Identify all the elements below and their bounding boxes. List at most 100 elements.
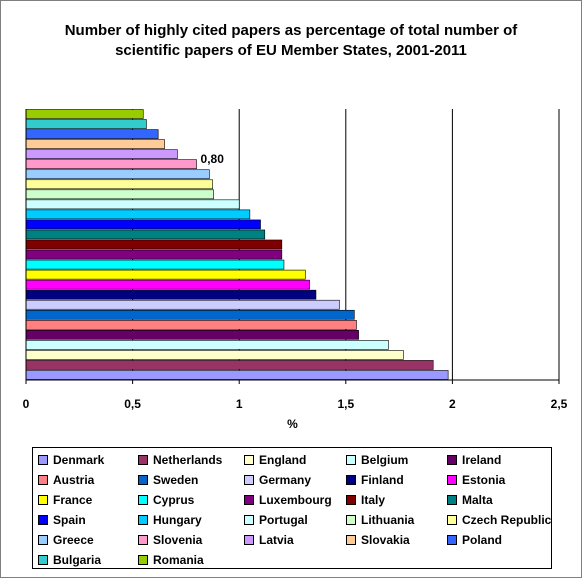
legend-swatch xyxy=(244,495,254,505)
legend-item: Belgium xyxy=(346,450,408,470)
legend-swatch xyxy=(346,455,356,465)
legend-item: Lithuania xyxy=(346,510,414,530)
legend-label: Cyprus xyxy=(153,493,195,507)
x-axis-label: % xyxy=(287,417,298,431)
legend-label: Latvia xyxy=(259,533,294,547)
bar-slovakia xyxy=(25,139,165,149)
bar-slovenia xyxy=(25,159,197,170)
data-label: 0,80 xyxy=(201,152,225,166)
legend-item: Luxembourg xyxy=(244,490,332,510)
legend-label: Italy xyxy=(361,493,386,507)
legend-swatch xyxy=(346,535,356,545)
legend-label: Sweden xyxy=(153,473,199,487)
legend-label: Spain xyxy=(53,513,86,527)
legend-item: Netherlands xyxy=(138,450,222,470)
legend-label: Germany xyxy=(259,473,312,487)
legend-swatch xyxy=(38,535,48,545)
bar-estonia xyxy=(25,279,310,290)
legend-swatch xyxy=(38,515,48,525)
legend-label: Austria xyxy=(53,473,95,487)
legend-label: Netherlands xyxy=(153,453,223,467)
legend-swatch xyxy=(447,475,457,485)
bar-sweden xyxy=(25,309,355,320)
legend-swatch xyxy=(244,535,254,545)
legend-item: Slovakia xyxy=(346,530,410,550)
legend-swatch xyxy=(38,455,48,465)
x-tick-label: 0,5 xyxy=(124,397,141,411)
legend-swatch xyxy=(138,535,148,545)
legend-item: Ireland xyxy=(447,450,501,470)
legend-item: Austria xyxy=(38,470,94,490)
bar-romania xyxy=(25,109,144,119)
bar-ireland xyxy=(25,330,359,340)
bar-chart: 0,80 0 0,5 1 1,5 2 2,5% xyxy=(23,109,568,431)
legend-swatch xyxy=(38,495,48,505)
legend-label: Bulgaria xyxy=(53,553,102,567)
bar-netherlands xyxy=(25,360,434,370)
legend-swatch xyxy=(244,455,254,465)
bar-england xyxy=(25,350,404,360)
legend-label: Malta xyxy=(462,493,493,507)
legend-item: England xyxy=(244,450,306,470)
legend-swatch xyxy=(346,475,356,485)
x-tick-label: 0 xyxy=(23,397,30,411)
legend-item: Portugal xyxy=(244,510,308,530)
x-tick-label: 2,5 xyxy=(551,397,568,411)
chart-title: Number of highly cited papers as percent… xyxy=(64,22,518,59)
legend-label: France xyxy=(53,493,93,507)
legend: Denmark Netherlands England Belgium Ireland A… xyxy=(32,447,552,569)
legend-item: Romania xyxy=(138,550,204,570)
legend-swatch xyxy=(447,455,457,465)
bar-latvia xyxy=(25,149,178,159)
legend-label: Finland xyxy=(361,473,404,487)
x-tick-label: 2 xyxy=(449,397,456,411)
legend-label: Ireland xyxy=(462,453,502,467)
legend-label: Denmark xyxy=(53,453,105,467)
legend-swatch xyxy=(138,555,148,565)
legend-item: Poland xyxy=(447,530,502,550)
legend-item: Estonia xyxy=(447,470,505,490)
bar-belgium xyxy=(25,340,389,350)
legend-item: Hungary xyxy=(138,510,202,530)
legend-item: Sweden xyxy=(138,470,198,490)
legend-swatch xyxy=(346,515,356,525)
legend-item: Latvia xyxy=(244,530,294,550)
bar-czech-republic xyxy=(25,179,213,190)
bar-spain xyxy=(25,219,261,230)
bar-hungary xyxy=(25,209,251,220)
bar-luxembourg xyxy=(25,249,283,260)
legend-label: Poland xyxy=(462,533,503,547)
legend-swatch xyxy=(244,515,254,525)
legend-label: Slovakia xyxy=(361,533,410,547)
bar-greece xyxy=(25,169,210,180)
legend-label: Czech Republic xyxy=(462,513,552,527)
legend-item: Denmark xyxy=(38,450,104,470)
legend-item: Cyprus xyxy=(138,490,194,510)
x-tick-label: 1 xyxy=(236,397,243,411)
bar-cyprus xyxy=(25,259,285,270)
legend-item: Malta xyxy=(447,490,493,510)
legend-item: Greece xyxy=(38,530,94,550)
bar-austria xyxy=(25,319,357,330)
bar-lithuania xyxy=(25,189,214,200)
legend-label: Luxembourg xyxy=(259,493,332,507)
legend-item: Spain xyxy=(38,510,86,530)
legend-label: Greece xyxy=(53,533,94,547)
legend-item: Germany xyxy=(244,470,311,490)
legend-item: Bulgaria xyxy=(38,550,101,570)
legend-label: England xyxy=(259,453,307,467)
legend-label: Estonia xyxy=(462,473,506,487)
bar-france xyxy=(25,269,306,280)
legend-swatch xyxy=(138,495,148,505)
legend-label: Portugal xyxy=(259,513,308,527)
x-tick-label: 1,5 xyxy=(337,397,354,411)
legend-swatch xyxy=(38,475,48,485)
legend-item: France xyxy=(38,490,92,510)
legend-item: Italy xyxy=(346,490,385,510)
legend-swatch xyxy=(244,475,254,485)
legend-label: Lithuania xyxy=(361,513,415,527)
legend-label: Hungary xyxy=(153,513,202,527)
bar-malta xyxy=(25,229,266,240)
legend-label: Belgium xyxy=(361,453,409,467)
